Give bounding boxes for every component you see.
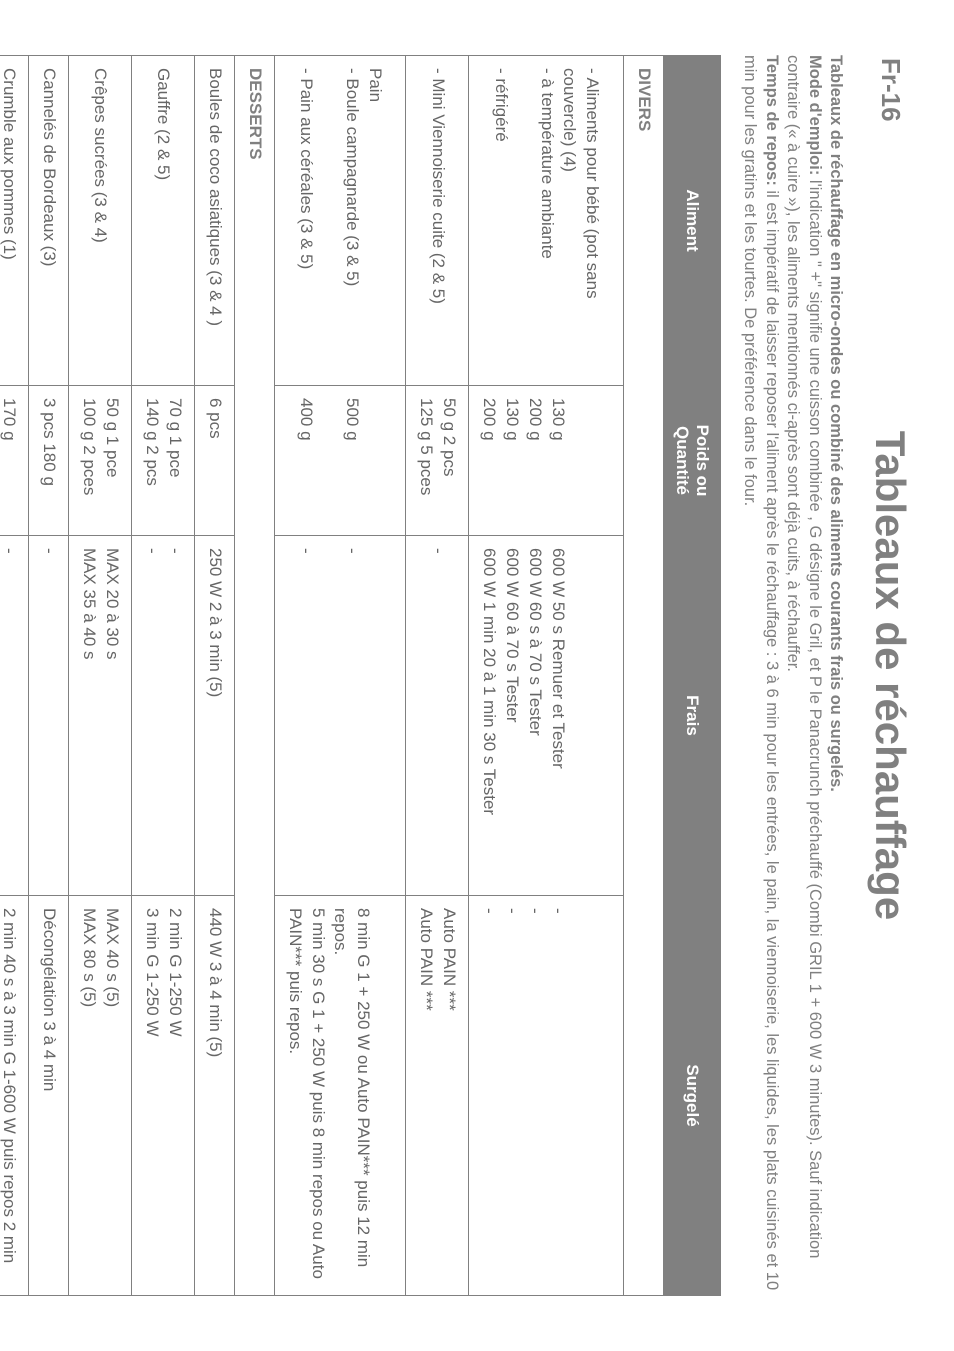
cell-aliment: - Mini Viennoiserie cuite (2 & 5) [406, 56, 469, 386]
cell-frais: - [406, 536, 469, 896]
cell-aliment: Boules de coco asiatiques (3 & 4 ) [194, 56, 234, 386]
th-aliment: Aliment [663, 56, 720, 386]
cell-aliment: Crêpes sucrées (3 & 4) [69, 56, 132, 386]
cell-poids: 500 g 400 g [274, 386, 406, 536]
cell-surgele: MAX 40 s (5) MAX 80 s (5) [69, 896, 132, 1296]
section-desserts: DESSERTS [234, 56, 274, 1296]
intro-line2-body: l'indication " +" signifie une cuisson c… [784, 55, 823, 1258]
th-frais: Frais [663, 536, 720, 896]
intro-text: Tableaux de réchauffage en micro-ondes o… [739, 55, 846, 1296]
cell-surgele: 440 W 3 à 4 min (5) [194, 896, 234, 1296]
table-row: Boules de coco asiatiques (3 & 4 ) 6 pcs… [194, 56, 234, 1296]
page-title: Tableaux de réchauffage [866, 55, 914, 1296]
intro-line1: Tableaux de réchauffage en micro-ondes o… [827, 55, 845, 792]
cell-frais: - [0, 536, 29, 896]
intro-line3-label: Temps de repos: [763, 55, 781, 186]
cell-surgele: 2 min G 1-250 W 3 min G 1-250 W [131, 896, 194, 1296]
table-row: Pain - Boule campagnarde (3 & 5) - Pain … [274, 56, 406, 1296]
cell-frais: - - [131, 536, 194, 896]
cell-surgele: 8 min G 1 + 250 W ou Auto PAIN*** puis 1… [274, 896, 406, 1296]
intro-line3-body: il est impératif de laisser reposer l'al… [741, 55, 780, 1290]
section-row-divers: DIVERS [623, 56, 663, 1296]
cell-aliment: Gauffre (2 & 5) [131, 56, 194, 386]
cell-poids: 170 g [0, 386, 29, 536]
cell-poids: 6 pcs [194, 386, 234, 536]
cell-poids: 50 g 2 pcs 125 g 5 pces [406, 386, 469, 536]
cell-poids: 3 pcs 180 g [29, 386, 69, 536]
section-row-desserts: DESSERTS [234, 56, 274, 1296]
table-row: - Aliments pour bébé (pot sans couvercle… [469, 56, 624, 1296]
cell-frais: - [29, 536, 69, 896]
cell-poids: 50 g 1 pce 100 g 2 pces [69, 386, 132, 536]
cell-poids: 70 g 1 pce 140 g 2 pcs [131, 386, 194, 536]
table-row: Cannelés de Bordeaux (3) 3 pcs 180 g - D… [29, 56, 69, 1296]
section-divers: DIVERS [623, 56, 663, 1296]
cell-frais: - - [274, 536, 406, 896]
th-surgele: Surgelé [663, 896, 720, 1296]
cell-aliment: Crumble aux pommes (1) [0, 56, 29, 386]
cell-frais: 250 W 2 à 3 min (5) [194, 536, 234, 896]
intro-line2-label: Mode d'emploi: [806, 55, 824, 175]
page-number: Fr-16 [875, 58, 906, 122]
cell-poids: 130 g 200 g 130 g 200 g [469, 386, 624, 536]
cell-frais: 600 W 50 s Remuer et Tester 600 W 60 s à… [469, 536, 624, 896]
table-row: Crumble aux pommes (1) 170 g - 2 min 40 … [0, 56, 29, 1296]
cell-aliment: Cannelés de Bordeaux (3) [29, 56, 69, 386]
table-row: - Mini Viennoiserie cuite (2 & 5) 50 g 2… [406, 56, 469, 1296]
cell-aliment: - Aliments pour bébé (pot sans couvercle… [469, 56, 624, 386]
cell-surgele: Auto PAIN *** Auto PAIN *** [406, 896, 469, 1296]
table-row: Gauffre (2 & 5) 70 g 1 pce 140 g 2 pcs -… [131, 56, 194, 1296]
cell-surgele: 2 min 40 s à 3 min G 1-600 W puis repos … [0, 896, 29, 1296]
cell-surgele: - - - - [469, 896, 624, 1296]
cell-surgele: Décongélation 3 à 4 min [29, 896, 69, 1296]
rechauffe-table: Aliment Poids ou Quantité Frais Surgelé … [0, 55, 721, 1296]
cell-frais: MAX 20 à 30 s MAX 35 à 40 s [69, 536, 132, 896]
table-row: Crêpes sucrées (3 & 4) 50 g 1 pce 100 g … [69, 56, 132, 1296]
cell-aliment: Pain - Boule campagnarde (3 & 5) - Pain … [274, 56, 406, 386]
table-head: Aliment Poids ou Quantité Frais Surgelé [663, 56, 720, 1296]
th-poids: Poids ou Quantité [663, 386, 720, 536]
